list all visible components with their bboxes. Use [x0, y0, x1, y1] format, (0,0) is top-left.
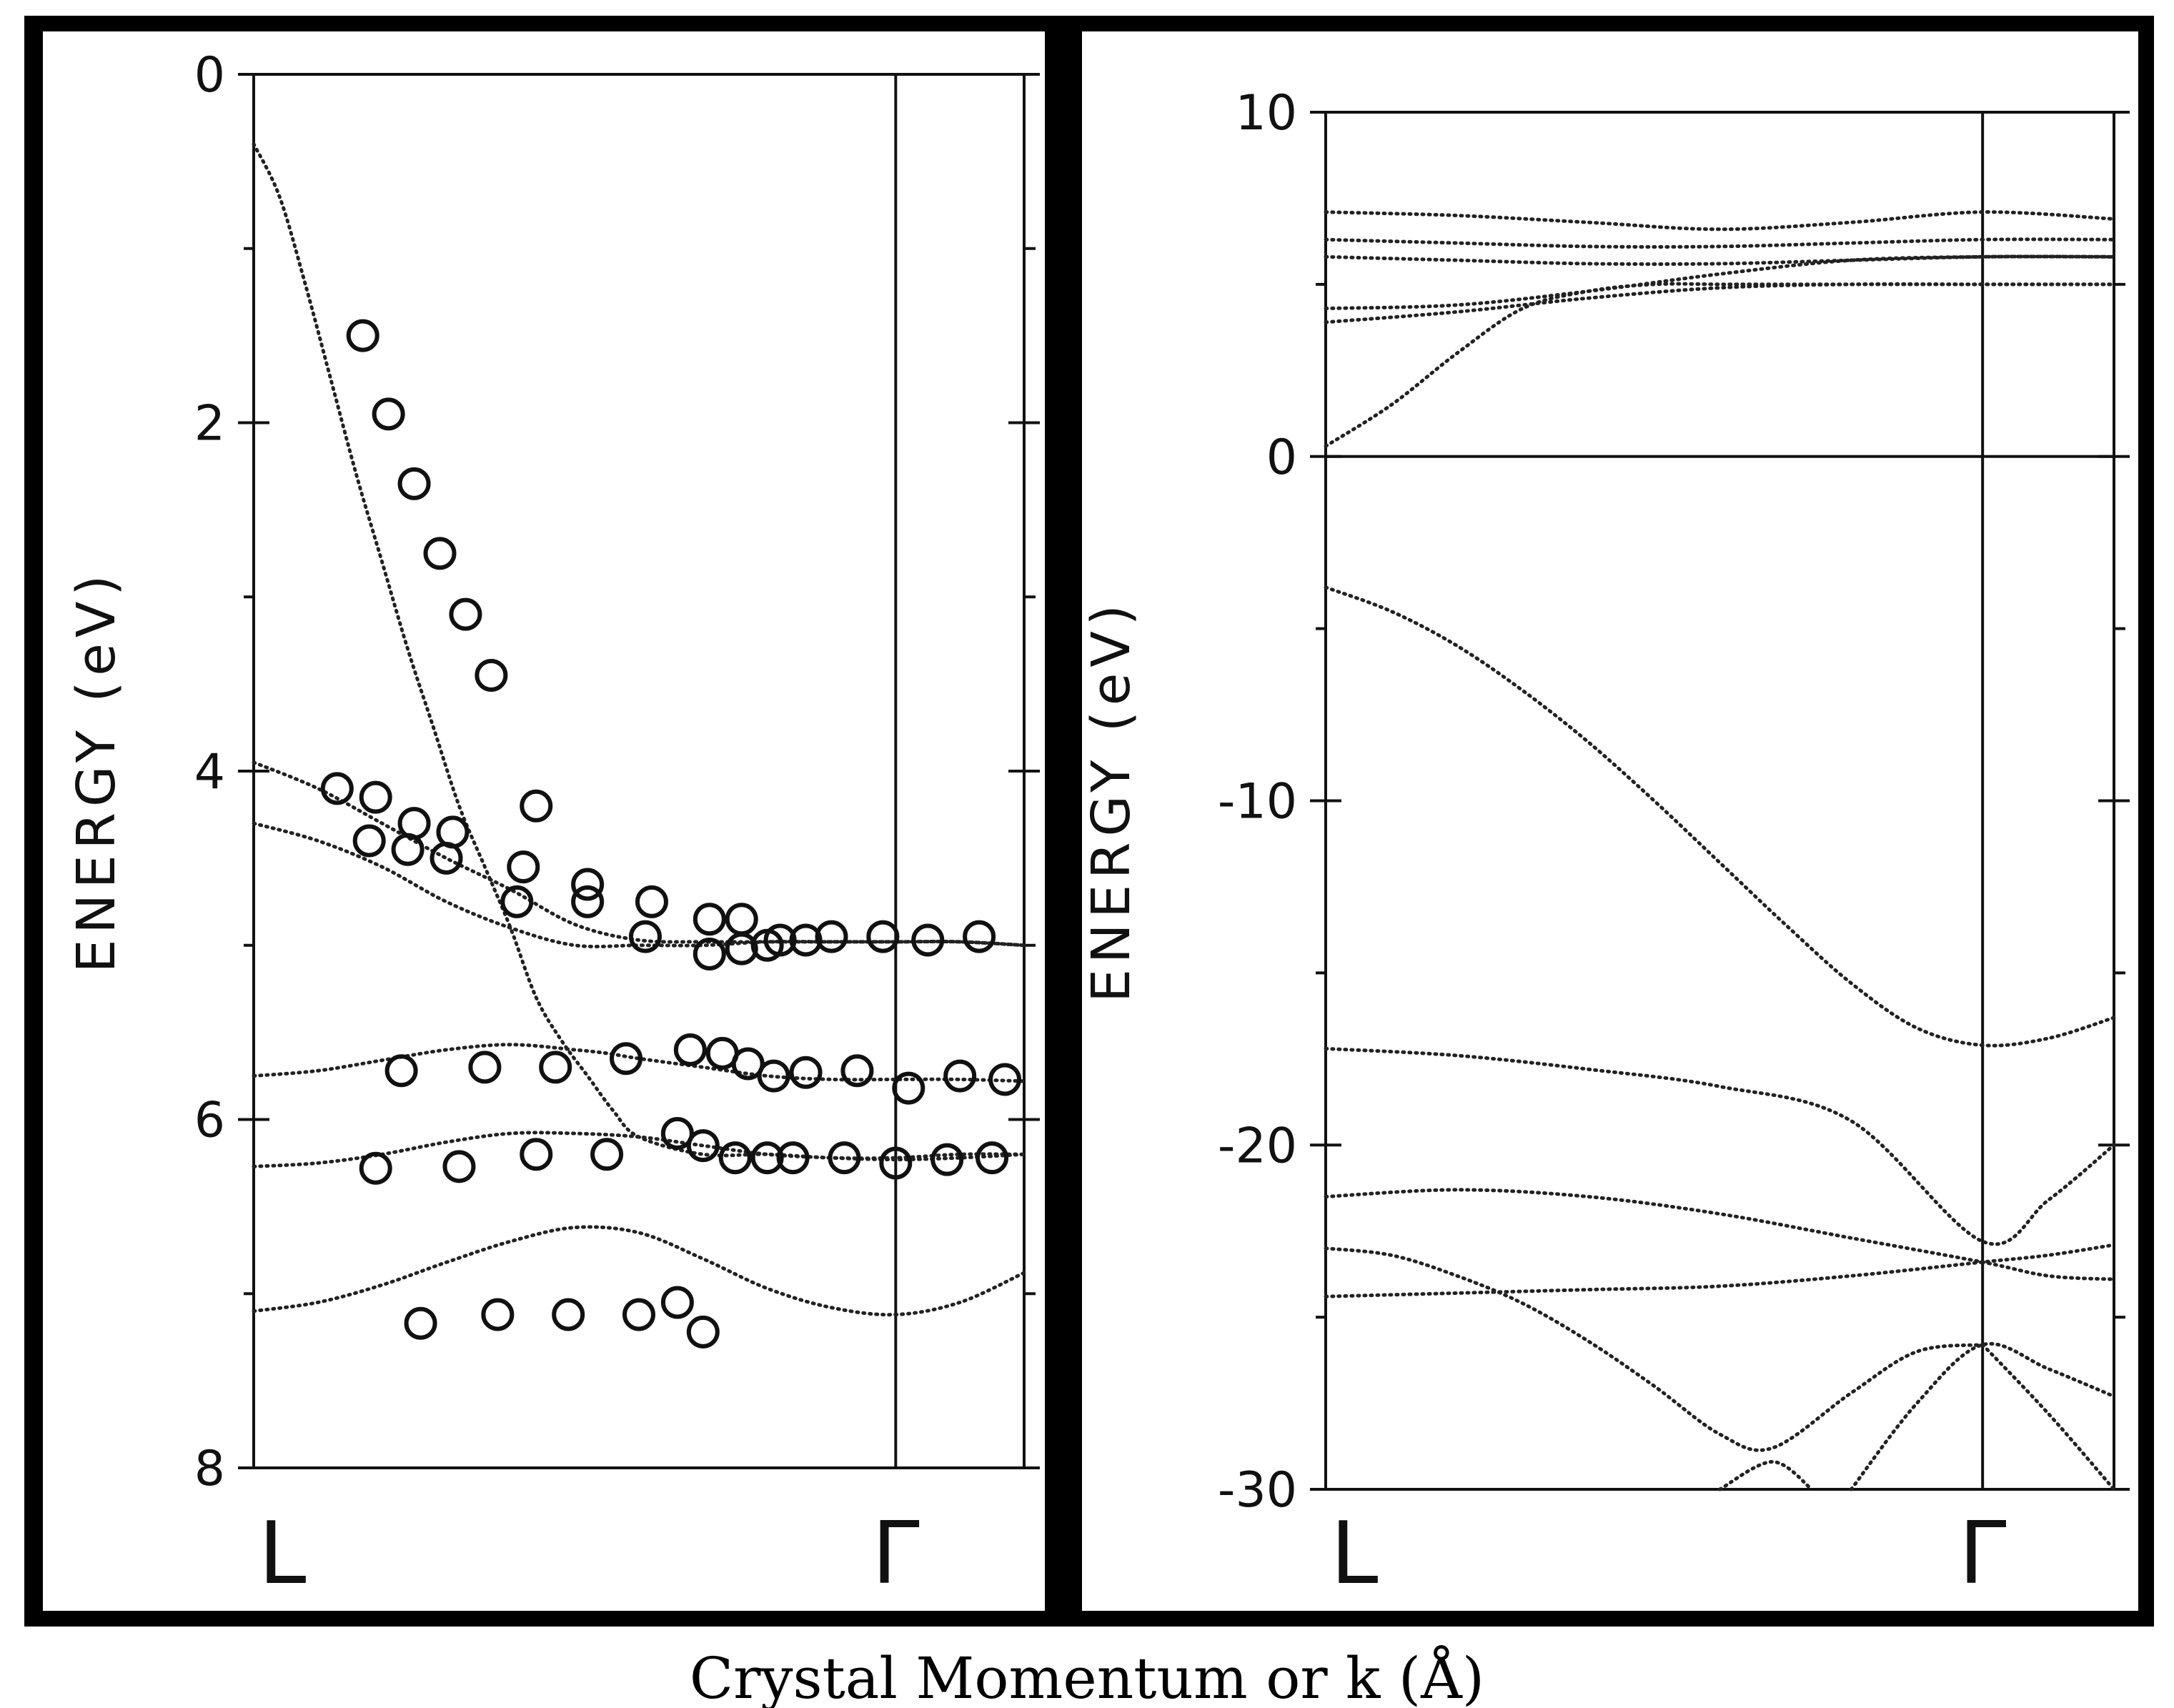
measured-point	[673, 1033, 707, 1066]
measured-point	[571, 885, 605, 918]
left-panel: 0 2 4 6 8 ENERGY (eV) L Γ	[66, 47, 1040, 1604]
measured-point	[693, 937, 726, 970]
measured-point	[789, 1056, 823, 1089]
measured-point	[449, 597, 482, 631]
measured-point	[404, 1306, 437, 1340]
measured-point	[840, 1054, 874, 1088]
band-line	[1324, 237, 2116, 249]
y-axis-title: ENERGY (eV)	[66, 570, 127, 973]
measured-point	[481, 1298, 515, 1331]
y-tick-label: -30	[1218, 1462, 1297, 1519]
measured-point	[976, 1141, 1009, 1175]
kpoint-label: L	[259, 1504, 307, 1604]
y-axis-title: ENERGY (eV)	[1081, 599, 1142, 1003]
band-line	[1324, 585, 2116, 1048]
measured-point	[500, 885, 534, 918]
band-line	[1980, 1343, 2116, 1491]
measured-point	[628, 920, 662, 953]
measured-point	[359, 780, 392, 814]
measured-point	[789, 923, 823, 957]
figure-caption: Crystal Momentum or k (Å)	[690, 1644, 1484, 1708]
kpoint-label: L	[1331, 1504, 1379, 1604]
y-tick-label: 8	[194, 1441, 225, 1497]
band-line	[1324, 1046, 2116, 1246]
measured-point	[520, 1138, 553, 1171]
measured-point	[423, 537, 457, 570]
measured-point	[372, 397, 405, 431]
band-line	[1324, 282, 2116, 324]
measured-point	[866, 920, 900, 953]
measured-point	[539, 1051, 572, 1084]
y-tick-label: 10	[1235, 85, 1297, 141]
band-line	[1324, 254, 2116, 311]
measured-point	[468, 1051, 502, 1084]
measured-point	[346, 319, 379, 352]
measured-point	[686, 1315, 720, 1349]
measured-point	[892, 1071, 925, 1105]
right-panel-background	[1082, 31, 2138, 1611]
measured-point	[352, 824, 386, 858]
measured-point	[660, 1286, 694, 1319]
measured-point	[430, 841, 463, 875]
band-line	[1324, 254, 2116, 267]
measured-point	[552, 1298, 585, 1331]
measured-point	[930, 1143, 964, 1176]
band-line	[252, 1043, 1026, 1083]
right-panel: -30 -20 -10 0 10 ENERGY (eV) L Γ	[1081, 85, 2130, 1604]
y-tick-label: 0	[1266, 430, 1297, 486]
measured-point	[520, 789, 553, 823]
band-line	[252, 821, 1026, 949]
measured-point	[963, 920, 996, 953]
measured-point	[725, 932, 758, 965]
measured-point	[750, 928, 784, 962]
band-line	[1324, 1246, 1985, 1452]
y-tick-label: 0	[194, 47, 225, 104]
left-panel-background	[43, 31, 1045, 1611]
measured-point	[622, 1298, 655, 1331]
measured-point	[757, 1059, 790, 1093]
kpoint-label: Γ	[872, 1504, 920, 1604]
measured-point	[988, 1063, 1022, 1096]
measured-point	[571, 868, 605, 901]
measured-point	[879, 1146, 913, 1180]
band-line	[1718, 1459, 1814, 1491]
y-tick-label: -10	[1218, 774, 1297, 830]
measured-point	[590, 1138, 624, 1171]
y-tick-label: 2	[194, 396, 225, 452]
measured-point	[507, 850, 540, 884]
band-line	[252, 142, 1026, 1161]
measured-point	[475, 658, 508, 692]
measured-point	[815, 920, 848, 953]
band-line	[252, 1225, 1026, 1317]
measured-point	[610, 1042, 643, 1076]
measured-point	[718, 1141, 752, 1175]
measured-point	[320, 772, 354, 805]
measured-point	[397, 467, 431, 500]
band-line	[1324, 1243, 2116, 1299]
band-line	[1324, 210, 2116, 232]
measured-point	[384, 1054, 418, 1088]
measured-point	[660, 1117, 694, 1150]
y-tick-label: -20	[1218, 1118, 1297, 1174]
measured-point	[943, 1059, 977, 1093]
measured-point	[693, 903, 726, 936]
measured-point	[686, 1129, 720, 1163]
y-tick-label: 6	[194, 1093, 225, 1149]
measured-point	[731, 1047, 765, 1081]
measured-point	[750, 1141, 784, 1175]
measured-point	[442, 1150, 476, 1183]
measured-point	[359, 1151, 392, 1185]
band-line	[1324, 1188, 2116, 1281]
kpoint-label: Γ	[1959, 1504, 2007, 1604]
measured-point	[911, 923, 945, 957]
measured-point	[391, 833, 425, 866]
measured-point	[776, 1141, 810, 1175]
measured-point	[635, 885, 668, 918]
y-tick-label: 4	[194, 744, 225, 800]
measured-point	[828, 1141, 861, 1175]
band-line	[1849, 1341, 2116, 1491]
